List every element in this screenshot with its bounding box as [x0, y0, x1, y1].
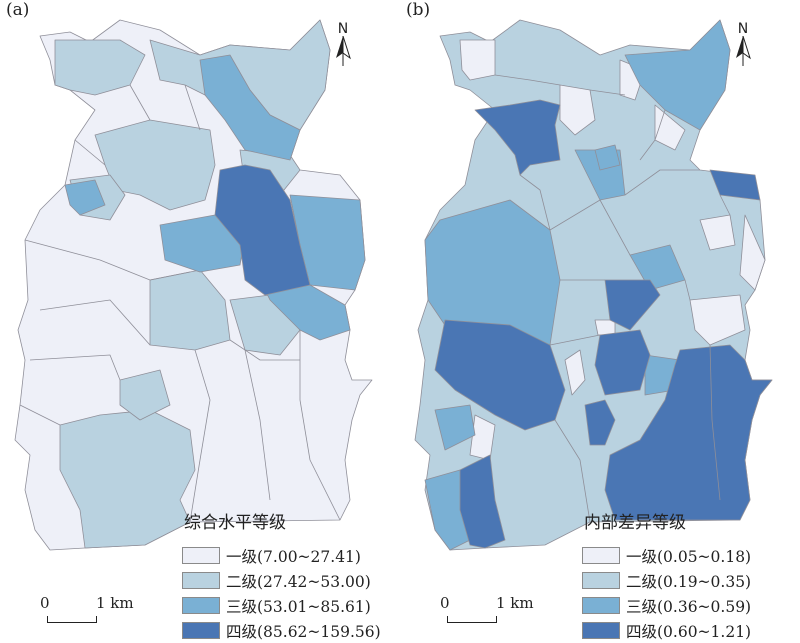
- map-b-region: [564, 349, 586, 396]
- legend-label: 四级(85.62~159.56): [226, 622, 381, 641]
- panel-label: (a): [6, 0, 30, 20]
- north-arrow-icon: [336, 35, 351, 66]
- legend-swatch: [182, 622, 220, 639]
- legend-label: 一级(0.05~0.18): [626, 547, 752, 566]
- scale-line: [47, 616, 97, 623]
- legend-swatch: [182, 597, 220, 614]
- legend-label: 四级(0.60~1.21): [626, 622, 752, 641]
- map-a-region: [199, 54, 301, 161]
- north-arrow: N: [330, 22, 356, 70]
- scale-line: [447, 616, 497, 623]
- scale-bar: 0 1 km: [40, 594, 140, 624]
- legend-swatch: [582, 572, 620, 589]
- map-b-region: [624, 19, 731, 131]
- legend-swatch: [182, 572, 220, 589]
- legend: 内部差异等级 一级(0.05~0.18) 二级(0.19~0.35) 三级(0.…: [576, 508, 791, 643]
- legend-swatch: [582, 597, 620, 614]
- legend-swatch: [582, 547, 620, 564]
- legend-item: 四级(85.62~159.56): [182, 618, 391, 643]
- legend-label: 三级(0.36~0.59): [626, 597, 752, 616]
- legend-label: 二级(0.19~0.35): [626, 572, 752, 591]
- north-letter: N: [737, 21, 749, 37]
- map-b-region: [474, 99, 561, 176]
- scale-bar: 0 1 km: [440, 594, 540, 624]
- map-b-region: [459, 39, 496, 81]
- map-b-region: [594, 329, 651, 396]
- map-b-region: [699, 214, 736, 251]
- map-a-region: [214, 164, 311, 296]
- map-b-region: [689, 294, 746, 346]
- map-b-region: [459, 454, 506, 549]
- legend: 综合水平等级 一级(7.00~27.41) 二级(27.42~53.00) 三级…: [176, 508, 391, 643]
- legend-item: 一级(0.05~0.18): [582, 543, 791, 568]
- map-b-region: [604, 344, 773, 521]
- map-a-region: [264, 284, 351, 341]
- map-b-region: [584, 399, 616, 446]
- map-a-region: [119, 369, 171, 421]
- legend-item: 二级(27.42~53.00): [182, 568, 391, 593]
- map-b-region: [604, 279, 661, 331]
- map-b-region: [709, 169, 761, 201]
- scale-start: 0: [40, 594, 50, 612]
- map-a-svg: [14, 19, 373, 551]
- map-b-region: [559, 84, 596, 136]
- map-b-region: [594, 319, 616, 336]
- legend-title: 综合水平等级: [184, 513, 286, 533]
- scale-end: 1 km: [496, 594, 534, 612]
- map-b-region: [594, 144, 621, 171]
- legend-label: 一级(7.00~27.41): [226, 547, 361, 566]
- north-arrow-icon: [736, 35, 751, 66]
- legend-item: 一级(7.00~27.41): [182, 543, 391, 568]
- legend-item: 三级(53.01~85.61): [182, 593, 391, 618]
- panel-label: (b): [406, 0, 431, 20]
- north-arrow: N: [730, 22, 756, 70]
- scale-end: 1 km: [96, 594, 134, 612]
- scale-start: 0: [440, 594, 450, 612]
- legend-label: 三级(53.01~85.61): [226, 597, 371, 616]
- map-panel-b: (b) N 0 1 km 内部差异等级 一级(0.05~0.18) 二级(0.1…: [400, 0, 800, 641]
- legend-title: 内部差异等级: [584, 513, 686, 533]
- legend-swatch: [182, 547, 220, 564]
- legend-item: 三级(0.36~0.59): [582, 593, 791, 618]
- map-a-region: [54, 39, 146, 96]
- legend-item: 四级(0.60~1.21): [582, 618, 791, 643]
- map-b-svg: [414, 19, 773, 551]
- map-b-region: [434, 404, 476, 451]
- map-panel-a: (a) N 0 1 km 综合水平等级 一级(7.00~27.41) 二级(27…: [0, 0, 400, 641]
- legend-label: 二级(27.42~53.00): [226, 572, 371, 591]
- legend-swatch: [582, 622, 620, 639]
- north-letter: N: [337, 21, 349, 37]
- map-a-region: [64, 179, 106, 216]
- map-b-region: [434, 319, 566, 431]
- map-b-region: [739, 214, 766, 291]
- legend-item: 二级(0.19~0.35): [582, 568, 791, 593]
